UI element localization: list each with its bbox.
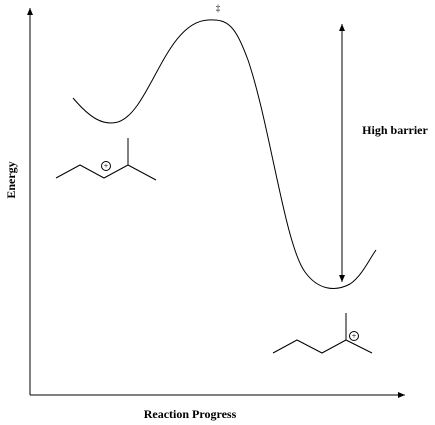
x-axis-label: Reaction Progress [144,407,237,421]
reactant-molecule: + [55,138,157,181]
charge: + [352,331,357,340]
y-axis-label: Energy [4,161,18,198]
product-molecule: + [272,313,373,354]
barrier-label: High barrier [362,123,428,137]
transition-state: ‡ [216,3,221,13]
charge: + [104,161,109,170]
energy-curve [72,19,377,289]
